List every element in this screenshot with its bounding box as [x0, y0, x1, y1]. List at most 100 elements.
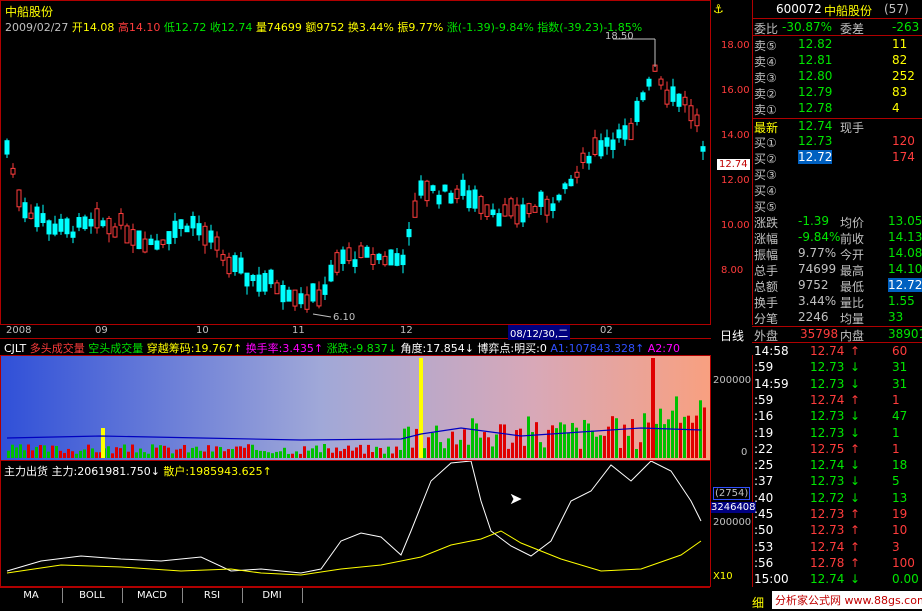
- tick-price: 12.73: [810, 507, 845, 521]
- stat-value: 1.55: [888, 294, 915, 308]
- tick-dir: ↓: [850, 474, 861, 489]
- tick-time: :37: [754, 474, 774, 489]
- ind1-game: 博弈点:明买:0: [477, 342, 547, 355]
- tick-time: :56: [754, 555, 774, 570]
- tick-price: 12.74: [810, 539, 845, 554]
- tick-price: 12.75: [810, 441, 845, 456]
- low: 低12.72: [163, 21, 207, 34]
- now-label: 现手: [840, 121, 865, 135]
- tick-price: 12.73: [810, 409, 845, 424]
- buy-label: 买④: [754, 184, 777, 198]
- stat-value: 9.77%: [798, 246, 837, 260]
- sell-volume: 82: [892, 53, 908, 67]
- amplitude: 振9.77%: [397, 21, 444, 34]
- tick-row: :16 12.73 ↓ 47: [752, 409, 922, 424]
- axis-label: 16.00: [721, 85, 750, 96]
- stat-label: 换手: [754, 296, 779, 310]
- stat-row: 涨幅 -9.84% 前收 14.13: [752, 230, 922, 246]
- tick-dir: ↓: [850, 376, 861, 391]
- sell-row: 卖① 12.78 4: [752, 101, 922, 117]
- change: 涨(-1.39)-9.84%: [446, 21, 534, 34]
- stat-label: 总额: [754, 280, 779, 294]
- indicator1-panel[interactable]: [0, 355, 711, 461]
- kline-chart[interactable]: [1, 1, 710, 324]
- axis-label: 18.00: [721, 40, 750, 51]
- ind1-a1: A1:107843.328: [550, 342, 636, 355]
- tick-price: 12.74: [810, 572, 845, 587]
- outer-label: 外盘: [754, 329, 779, 343]
- tab-macd[interactable]: MACD: [122, 588, 183, 603]
- stat-row: 振幅 9.77% 今开 14.08: [752, 246, 922, 262]
- stat-label: 最低: [840, 280, 865, 294]
- latest-label: 最新: [754, 121, 779, 135]
- tab-boll[interactable]: BOLL: [62, 588, 123, 603]
- stat-row: 分笔 2246 均量 33: [752, 310, 922, 326]
- tick-volume: 1: [892, 425, 900, 440]
- tick-price: 12.72: [810, 490, 845, 505]
- time-label: 10: [196, 325, 209, 336]
- inner-value: 38901: [888, 327, 922, 341]
- tab-rsi[interactable]: RSI: [182, 588, 243, 603]
- tick-row: :56 12.78 ↑ 100: [752, 556, 922, 571]
- tab-ma[interactable]: MA: [0, 588, 63, 603]
- tick-time: :53: [754, 539, 774, 554]
- tick-price: 12.74: [810, 458, 845, 473]
- stat-row: 总手 74699 最高 14.10: [752, 262, 922, 278]
- time-label: 2008: [6, 325, 32, 336]
- tick-volume: 47: [892, 409, 908, 424]
- stat-row: 总额 9752 最低 12.72: [752, 278, 922, 294]
- axis-label: 0: [741, 447, 748, 458]
- anchor-icon[interactable]: ⚓: [713, 2, 724, 16]
- price-axis: 18.00 16.00 14.00 12.00 10.00 8.00 12.74…: [711, 0, 753, 325]
- tick-dir: ↓: [850, 572, 861, 587]
- tick-time: :19: [754, 425, 774, 440]
- sell-label: 卖②: [754, 87, 777, 101]
- axis-label: (2754): [713, 487, 751, 500]
- tick-volume: 0.00: [892, 572, 919, 587]
- indicator2-panel[interactable]: ➤: [0, 461, 711, 587]
- axis-label: 14.00: [721, 130, 750, 141]
- stock-name: 中船股份: [824, 4, 873, 18]
- stat-label: 最高: [840, 264, 865, 278]
- tick-price: 12.73: [810, 474, 845, 489]
- date: 2009/02/27: [5, 21, 69, 34]
- tick-row: 14:59 12.73 ↓ 31: [752, 377, 922, 392]
- tick-price: 12.73: [810, 425, 845, 440]
- quote-header: 600072 中船股份 (57): [752, 0, 922, 19]
- sell-volume: 4: [892, 101, 900, 115]
- tick-dir: ↑: [850, 344, 861, 358]
- diff-value: -263: [892, 20, 920, 34]
- main-force-chart: [6, 461, 702, 576]
- kline-panel[interactable]: 中船股份 2009/02/27 开14.08 高14.10 低12.72 收12…: [0, 0, 711, 325]
- tab-dmi[interactable]: DMI: [242, 588, 303, 603]
- tick-time: :45: [754, 507, 774, 521]
- stat-value: 14.08: [888, 246, 922, 260]
- stat-label: 总手: [754, 264, 779, 278]
- time-label: 09: [95, 325, 108, 336]
- stat-value: 13.05: [888, 214, 922, 228]
- stat-label: 涨幅: [754, 232, 779, 246]
- buy-label: 买③: [754, 168, 777, 182]
- buy-volume: 120: [892, 134, 915, 148]
- tick-volume: 13: [892, 490, 908, 505]
- tick-row: :19 12.73 ↓ 1: [752, 426, 922, 441]
- cursor-date: 08/12/30,二: [508, 325, 571, 340]
- ind1-short: 空头成交量: [88, 342, 144, 355]
- stat-value: 33: [888, 310, 904, 324]
- tick-row: :59 12.73 ↓ 31: [752, 360, 922, 375]
- tick-time: :25: [754, 458, 774, 473]
- ohlc-info-line: 2009/02/27 开14.08 高14.10 低12.72 收12.74 量…: [5, 19, 642, 35]
- ind1-angle: 角度:17.854: [400, 342, 465, 355]
- stat-row: 涨跌 -1.39 均价 13.05: [752, 214, 922, 230]
- tick-price: 12.74: [810, 344, 845, 358]
- time-label: 02: [600, 325, 613, 336]
- axis-label: X10: [713, 571, 733, 582]
- buy-price: 12.73: [798, 134, 833, 148]
- stat-value: 74699: [798, 262, 837, 276]
- order-ratio-row: 委比 -30.87% 委差 -263: [752, 20, 922, 36]
- buy-label: 买②: [754, 152, 777, 166]
- ind1-chips: 穿越筹码:19.767: [146, 342, 233, 355]
- stat-label: 今开: [840, 248, 865, 262]
- latest-value: 12.74: [798, 119, 833, 133]
- sell-price: 12.82: [798, 37, 833, 51]
